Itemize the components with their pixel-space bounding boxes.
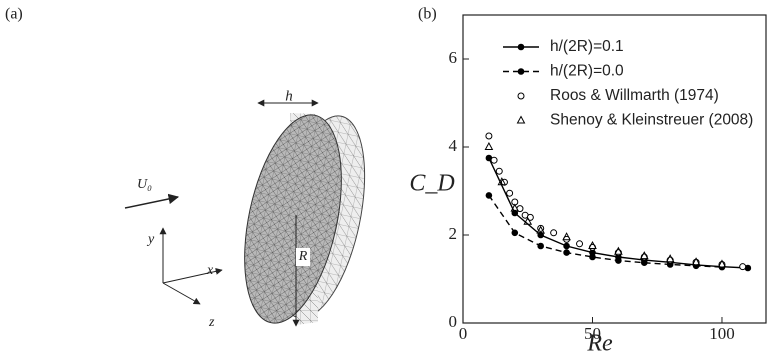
legend-marker — [518, 117, 525, 124]
plot-frame — [463, 15, 766, 323]
diagram: (a) h R U₀ y x z — [5, 6, 381, 332]
data-point — [496, 168, 502, 174]
data-point — [740, 264, 746, 270]
x-label: x — [206, 263, 214, 278]
data-point — [486, 193, 492, 199]
panel-label: (b) — [418, 6, 437, 23]
panel-label: (a) — [5, 6, 23, 23]
y-tick-label: 2 — [449, 224, 458, 243]
legend-label: h/(2R)=0.1 — [550, 38, 624, 55]
r-label: R — [298, 249, 308, 264]
flow-label: U₀ — [137, 177, 152, 192]
data-point — [564, 243, 570, 249]
data-point — [485, 143, 492, 150]
data-point — [616, 258, 622, 264]
data-point — [486, 133, 492, 139]
h-label: h — [285, 88, 293, 104]
series-line — [489, 195, 722, 267]
legend-label: h/(2R)=0.0 — [550, 63, 624, 80]
x-tick-label: 50 — [584, 324, 601, 343]
y-tick-label: 6 — [449, 48, 458, 67]
data-point — [564, 250, 570, 256]
legend-label: Roos & Willmarth (1974) — [550, 87, 719, 104]
data-point — [491, 157, 497, 163]
data-point — [551, 230, 557, 236]
flow-arrow — [125, 197, 178, 208]
data-point — [641, 260, 647, 266]
y-tick-label: 4 — [449, 136, 458, 155]
y-label: y — [146, 232, 155, 247]
x-tick-label: 0 — [459, 324, 468, 343]
legend-marker — [518, 69, 524, 75]
data-point — [538, 243, 544, 249]
z-axis-arrow — [163, 283, 200, 304]
legend-marker — [518, 44, 524, 50]
z-label: z — [208, 315, 215, 330]
data-point — [507, 190, 513, 196]
figure: (a) h R U₀ y x z (b) Re C_D 0501000246h/… — [0, 0, 771, 360]
y-tick-label: 0 — [449, 312, 458, 331]
data-point — [512, 230, 518, 236]
data-point — [577, 241, 583, 247]
legend-marker — [518, 93, 524, 99]
data-point — [590, 254, 596, 260]
y-axis-label: C_D — [409, 171, 454, 197]
x-tick-label: 100 — [709, 324, 735, 343]
legend-label: Shenoy & Kleinstreuer (2008) — [550, 112, 753, 129]
